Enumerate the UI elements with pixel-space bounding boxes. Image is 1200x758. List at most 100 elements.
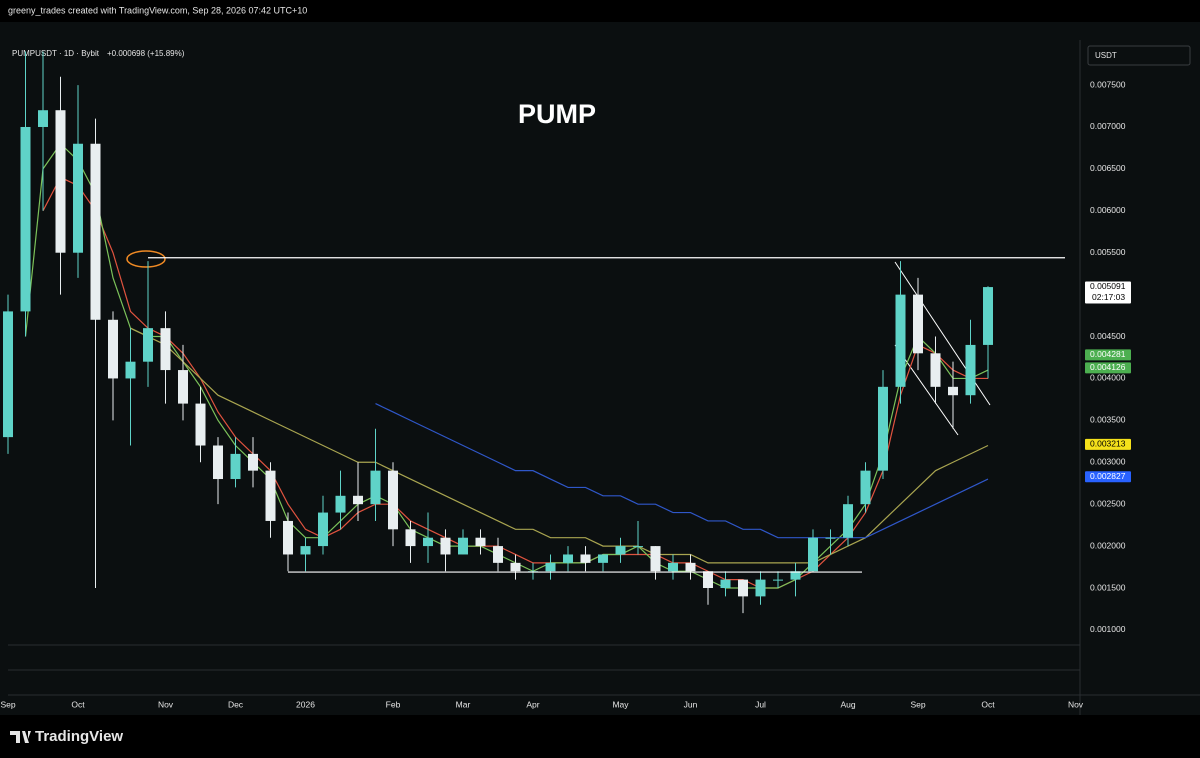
- candle-body: [930, 353, 941, 387]
- candle-body: [178, 370, 188, 404]
- candle-body: [475, 537, 486, 547]
- candle-body: [738, 579, 748, 597]
- candle-body: [580, 554, 591, 563]
- candle-body: [335, 495, 346, 513]
- y-tick-label: 0.007000: [1090, 121, 1126, 131]
- logo-mark: [10, 731, 31, 743]
- candle-body: [55, 110, 66, 253]
- candle-body: [265, 470, 276, 521]
- candle-body: [248, 453, 258, 471]
- candle-body: [160, 328, 171, 371]
- price-label-box: [1085, 349, 1131, 361]
- x-tick-label: Nov: [1068, 699, 1084, 709]
- x-tick-label: Dec: [228, 699, 244, 709]
- candle-body: [633, 546, 643, 548]
- y-tick-label: 0.006000: [1090, 205, 1126, 215]
- price-label: 0.002827: [1090, 471, 1126, 481]
- candle-body: [195, 403, 206, 446]
- x-tick-label: Sep: [910, 699, 925, 709]
- candle-body: [598, 554, 608, 563]
- candle-body: [143, 328, 153, 362]
- candle-body: [353, 495, 363, 505]
- change: +0.000698 (+15.89%): [107, 49, 185, 58]
- x-tick-label: Aug: [840, 699, 855, 709]
- candle-body: [510, 562, 521, 572]
- candle-body: [458, 537, 468, 555]
- candle-body: [440, 537, 451, 555]
- x-tick-label: Sep: [0, 699, 15, 709]
- y-tick-label: 0.007500: [1090, 79, 1126, 89]
- candle-body: [913, 294, 923, 354]
- x-tick-label: Jun: [684, 699, 698, 709]
- candle-body: [720, 579, 731, 589]
- candle-body: [948, 386, 958, 396]
- currency[interactable]: USDT: [1095, 51, 1117, 60]
- candle-body: [895, 294, 906, 387]
- candle-body: [283, 520, 293, 555]
- candle-body: [493, 546, 503, 563]
- candle-body: [878, 386, 888, 471]
- candle-body: [685, 562, 696, 572]
- candle-body: [545, 562, 556, 572]
- candle-body: [405, 529, 416, 547]
- candles: [3, 51, 993, 614]
- ma-line: [130, 327, 989, 564]
- x-tick-label: Feb: [386, 699, 401, 709]
- countdown: 02:17:03: [1092, 292, 1125, 302]
- candle-body: [965, 344, 976, 396]
- candle-body: [125, 361, 136, 379]
- price-label: 0.004281: [1090, 349, 1126, 359]
- candle-body: [843, 504, 853, 538]
- currency-box[interactable]: [1087, 45, 1191, 66]
- ma-line: [24, 142, 989, 589]
- candle-body: [825, 537, 836, 539]
- price-label: 0.004126: [1090, 362, 1126, 372]
- x-tick-label: Oct: [981, 699, 995, 709]
- price-label-box: [1085, 281, 1131, 304]
- candle-body: [423, 537, 433, 547]
- y-tick-label: 0.003000: [1090, 457, 1126, 467]
- candle-body: [703, 571, 713, 589]
- candle-body: [668, 562, 678, 572]
- price-label-box: [1085, 362, 1131, 374]
- y-tick-label: 0.001000: [1090, 624, 1126, 634]
- y-tick-label: 0.004000: [1090, 373, 1126, 383]
- y-tick-label: 0.004500: [1090, 331, 1126, 341]
- price-label: 0.005091: [1090, 281, 1126, 291]
- candle-body: [860, 470, 871, 505]
- x-tick-label: Mar: [456, 699, 471, 709]
- price-label: 0.003213: [1090, 439, 1126, 449]
- y-tick-label: 0.003500: [1090, 415, 1126, 425]
- y-tick-label: 0.006500: [1090, 163, 1126, 173]
- x-tick-label: Nov: [158, 699, 174, 709]
- x-tick-label: 2026: [296, 699, 315, 709]
- y-tick-label: 0.002500: [1090, 498, 1126, 508]
- candle-body: [213, 445, 223, 480]
- chart-title: PUMP: [518, 99, 596, 129]
- candle-body: [755, 579, 766, 597]
- header: greeny_trades created with TradingView.c…: [8, 5, 307, 15]
- candle-body: [808, 537, 818, 572]
- candle-body: [73, 143, 83, 253]
- candle-body: [563, 554, 573, 563]
- price-label-box: [1085, 438, 1131, 450]
- brand: TradingView: [35, 728, 123, 745]
- candle-body: [38, 110, 48, 127]
- candle-body: [773, 579, 783, 581]
- candle-body: [3, 311, 13, 438]
- candle-body: [790, 571, 801, 580]
- candle-body: [108, 319, 118, 379]
- candle-body: [370, 470, 381, 505]
- ma-line: [375, 403, 989, 539]
- x-tick-label: Apr: [526, 699, 539, 709]
- candle-body: [318, 512, 328, 547]
- x-tick-label: Jul: [755, 699, 766, 709]
- x-tick-label: May: [612, 699, 629, 709]
- highlight-circle: [126, 250, 166, 268]
- candle-body: [300, 546, 311, 555]
- y-tick-label: 0.001500: [1090, 582, 1126, 592]
- candle-body: [388, 470, 398, 530]
- chart-pane: [0, 22, 1200, 715]
